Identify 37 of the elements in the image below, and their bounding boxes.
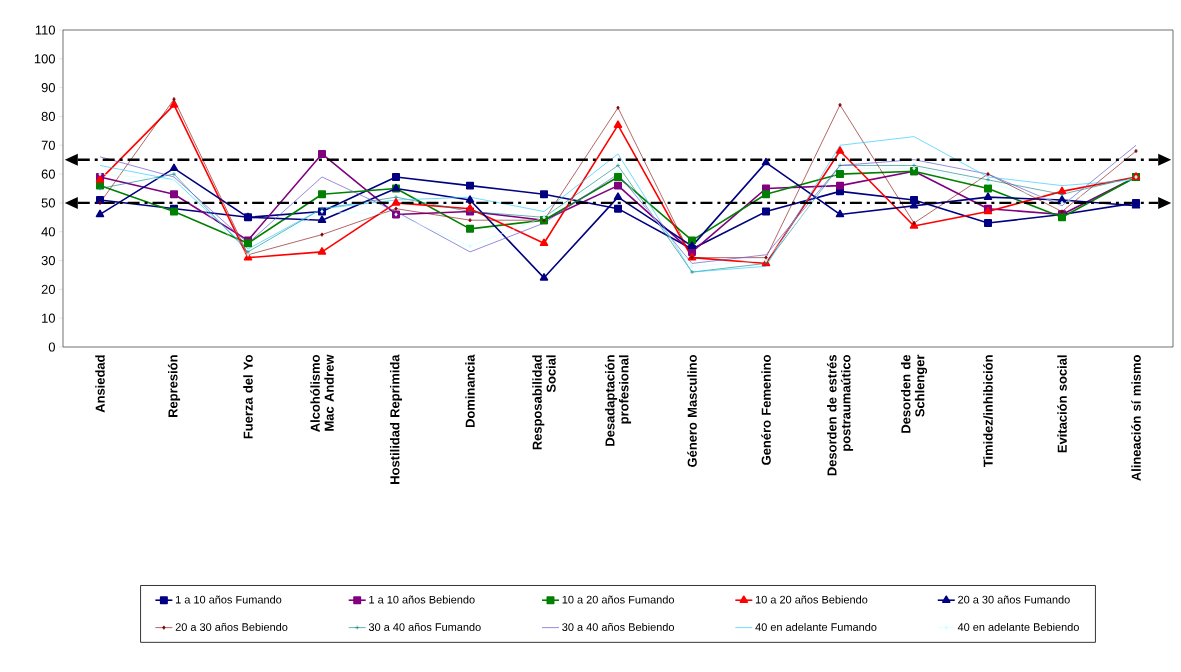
x-tick-label: Evitación social [1057,355,1067,453]
y-tick-label: 80 [41,111,55,122]
x-tick-label: Dominancia [465,354,475,428]
x-tick-label: Genéro Femenino [761,355,771,465]
y-tick-label: 60 [41,169,55,179]
legend-label: 40 en adelante Bebiendo [957,622,1079,631]
legend-label: 20 a 30 años Fumando [958,595,1070,604]
x-tick-label: Desorden de estrés postraumaútico [826,355,854,476]
y-tick-label: 100 [34,54,55,64]
x-tick-label: Desorden de Schlenger [900,354,928,433]
x-tick-label: Hostilidad Reprimida [389,354,403,484]
x-tick-label: Fuerza del Yo [243,355,253,439]
y-tick-label: 50 [41,198,55,208]
x-tick-label: Resposabilidad Social [532,355,556,450]
x-tick-label: Ansiedad [95,355,105,413]
y-tick-label: 30 [41,255,55,266]
legend-label: 10 a 20 años Fumando [562,595,675,604]
x-tick-label: Género Masculino [687,355,697,467]
y-tick-label: 20 [41,284,55,294]
y-tick-label: 110 [35,25,55,35]
legend-label: 30 a 40 años Bebiendo [562,622,675,631]
x-tick-label: Alcohólismo Mac Andrew [310,354,334,432]
y-tick-label: 40 [41,227,55,237]
legend-label: 20 a 30 años Bebiendo [175,622,288,631]
y-tick-label: 0 [48,342,55,352]
legend-label: 10 a 20 años Bebiendo [755,595,868,604]
legend-label: 1 a 10 años Fumando [176,595,282,604]
x-tick-label: Timidez/inhibición [983,355,993,468]
legend-label: 1 a 10 años Bebiendo [369,595,475,604]
y-tick-label: 70 [41,140,55,150]
x-tick-label: Represión [167,355,181,417]
legend-label: 30 a 40 años Fumando [368,622,481,631]
x-tick-label: Alineación sí mismo [1131,355,1141,481]
legend-label: 40 en adelante Fumando [755,622,877,631]
y-tick-label: 10 [42,313,55,323]
y-tick-label: 90 [41,83,55,93]
x-tick-label: Desadaptación profesional [604,355,632,446]
